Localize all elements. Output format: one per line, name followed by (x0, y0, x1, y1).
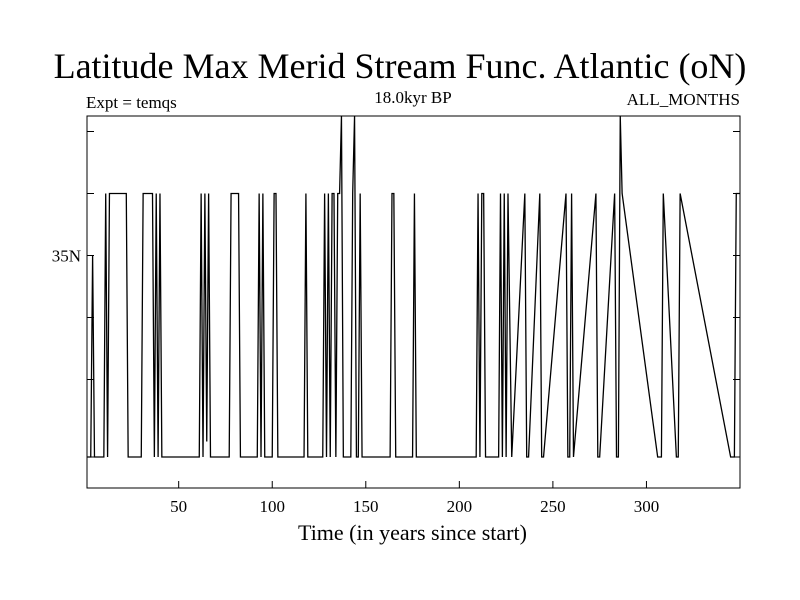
x-tick-label: 150 (353, 497, 379, 516)
x-tick-label: 200 (447, 497, 473, 516)
x-tick-label: 250 (540, 497, 566, 516)
chart-title: Latitude Max Merid Stream Func. Atlantic… (53, 46, 747, 86)
x-axis: 50 100 150 200 250 300 (170, 481, 659, 516)
y-tick-label: 35N (52, 247, 81, 266)
x-tick-label: 100 (259, 497, 285, 516)
x-tick-label: 300 (634, 497, 660, 516)
experiment-label: Expt = temqs (86, 93, 177, 112)
months-label: ALL_MONTHS (626, 90, 740, 109)
series-line (87, 115, 740, 458)
period-label: 18.0kyr BP (374, 88, 452, 107)
series-group (87, 115, 740, 458)
plot-frame (86, 115, 741, 489)
x-axis-label: Time (in years since start) (298, 520, 527, 545)
x-tick-label: 50 (170, 497, 187, 516)
